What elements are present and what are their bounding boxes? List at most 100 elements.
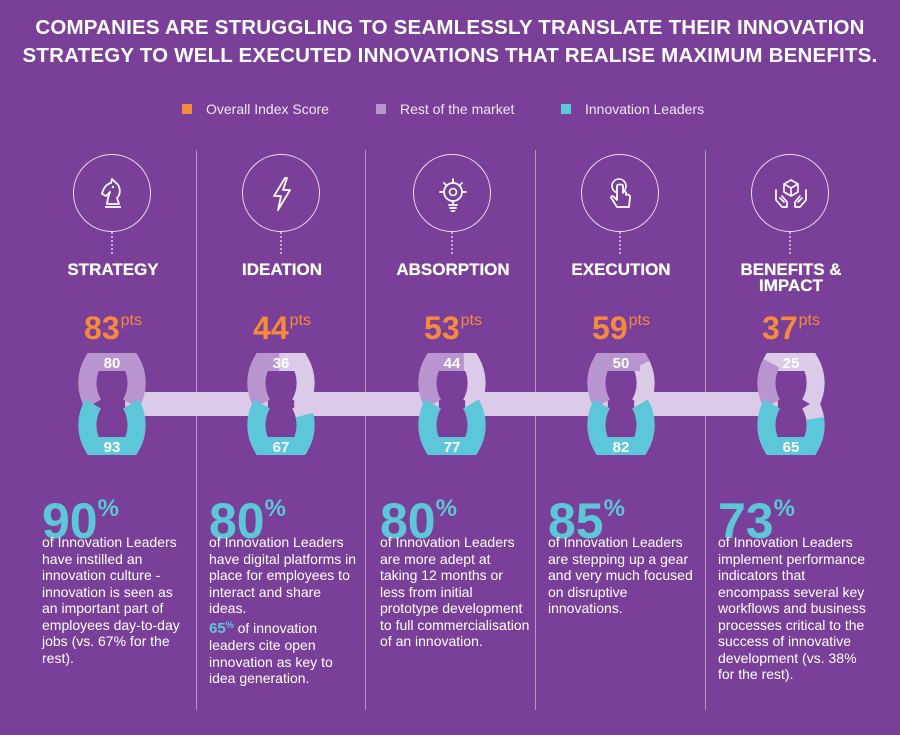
stage-dotted-connector xyxy=(111,232,113,254)
legend-item-overall: Overall Index Score xyxy=(182,101,329,117)
legend-swatch-rest xyxy=(376,104,386,114)
chain-ring: 80 93 xyxy=(78,353,146,456)
chain-ring: 50 82 xyxy=(587,353,655,456)
stage-name: BENEFITS & IMPACT xyxy=(706,260,876,295)
lightning-bolt-icon xyxy=(273,177,291,211)
overall-score-value: 53 xyxy=(424,310,460,346)
legend-label-rest: Rest of the market xyxy=(400,101,515,117)
legend-item-rest: Rest of the market xyxy=(376,101,514,117)
leaders-value-label: 93 xyxy=(104,439,121,456)
key-percentage: 80% xyxy=(209,484,286,546)
touch-hand-icon xyxy=(610,178,631,208)
stage-icon-circle xyxy=(73,154,151,232)
chart-legend: Overall Index Score Rest of the market I… xyxy=(0,101,900,121)
column-divider xyxy=(365,150,366,710)
overall-score: 44pts xyxy=(197,310,367,347)
stage-description: of Innovation Leaders implement performa… xyxy=(718,534,868,683)
stage-description-text: of Innovation Leaders have instilled an … xyxy=(42,534,180,666)
overall-score: 53pts xyxy=(368,310,538,347)
key-percentage-value: 90 xyxy=(42,493,98,549)
stage-name: EXECUTION xyxy=(536,260,706,279)
rest-value-label: 44 xyxy=(444,355,461,372)
percent-sign: % xyxy=(773,495,795,522)
stage-icon-circle xyxy=(413,154,491,232)
percent-sign: % xyxy=(264,495,286,522)
bar-rest-of-market xyxy=(757,353,825,409)
chain-ring: 44 77 xyxy=(418,353,486,456)
stage-name-text: BENEFITS & xyxy=(740,260,842,279)
stage-description: of Innovation Leaders have digital platf… xyxy=(209,534,359,687)
rest-value-label: 50 xyxy=(613,355,630,372)
stage-icon-circle xyxy=(242,154,320,232)
pts-unit: pts xyxy=(289,312,311,329)
stage-name-text: STRATEGY xyxy=(67,260,159,279)
chain-ring: 36 67 xyxy=(247,353,315,456)
bar-innovation-leaders xyxy=(587,399,655,455)
stage-name: IDEATION xyxy=(197,260,367,279)
legend-item-leaders: Innovation Leaders xyxy=(561,101,704,117)
stage-description-text: of Innovation Leaders are more adept at … xyxy=(380,534,530,649)
key-percentage: 85% xyxy=(548,484,625,546)
title-line-2: STRATEGY TO WELL EXECUTED INNOVATIONS TH… xyxy=(22,44,878,67)
extra-stat-value: 65 xyxy=(209,619,226,637)
bar-innovation-leaders xyxy=(78,399,146,455)
overall-score: 37pts xyxy=(706,310,876,347)
legend-swatch-overall xyxy=(182,104,192,114)
percent-sign: % xyxy=(603,495,625,522)
stage-name: ABSORPTION xyxy=(368,260,538,279)
stage-description: of Innovation Leaders are stepping up a … xyxy=(548,534,698,617)
chain-rings: 80 93 36 67 44 77 50 82 25 65 xyxy=(78,353,825,456)
pts-unit: pts xyxy=(798,312,820,329)
rest-value-label: 36 xyxy=(273,355,290,372)
leaders-value-label: 77 xyxy=(444,439,461,456)
stage-description-text: of Innovation Leaders are stepping up a … xyxy=(548,534,693,616)
stage-extra-stat: 65% of innovation leaders cite open inno… xyxy=(209,617,359,687)
overall-score-value: 44 xyxy=(253,310,289,346)
rest-value-label: 80 xyxy=(104,355,121,372)
overall-score-value: 59 xyxy=(592,310,628,346)
key-percentage-value: 80 xyxy=(209,493,265,549)
bar-rest-of-market xyxy=(247,353,315,409)
bar-rest-of-market xyxy=(587,353,655,409)
overall-score-value: 37 xyxy=(762,310,798,346)
overall-score-value: 83 xyxy=(84,310,120,346)
stage-column-benefits-impact: BENEFITS & IMPACT 37pts 73% of Innovation… xyxy=(706,0,876,735)
leaders-value-label: 67 xyxy=(273,439,290,456)
key-percentage: 73% xyxy=(718,484,795,546)
chess-knight-icon xyxy=(101,178,121,208)
key-percentage-value: 73 xyxy=(718,493,774,549)
title-line-1: COMPANIES ARE STRUGGLING TO SEAMLESSLY T… xyxy=(35,16,865,39)
bar-innovation-leaders xyxy=(418,399,486,455)
stage-name-text: ABSORPTION xyxy=(396,260,510,279)
stage-column-ideation: IDEATION 44pts 80% of Innovation Leaders… xyxy=(197,0,367,735)
stage-column-execution: EXECUTION 59pts 85% of Innovation Leader… xyxy=(536,0,706,735)
stage-description-text: of Innovation Leaders implement performa… xyxy=(718,534,866,682)
stage-name-line2: IMPACT xyxy=(759,276,823,295)
legend-swatch-leaders xyxy=(561,104,571,114)
column-divider xyxy=(705,150,706,710)
extra-stat-sign: % xyxy=(225,619,234,630)
lightbulb-gear-icon xyxy=(439,178,467,212)
overall-score: 59pts xyxy=(536,310,706,347)
column-divider xyxy=(196,150,197,710)
stage-name-text: EXECUTION xyxy=(571,260,671,279)
bar-rest-of-market xyxy=(78,353,146,409)
legend-label-overall: Overall Index Score xyxy=(206,101,329,117)
key-percentage: 80% xyxy=(380,484,457,546)
stage-name-text: IDEATION xyxy=(242,260,322,279)
pts-unit: pts xyxy=(120,312,142,329)
column-divider xyxy=(535,150,536,710)
rest-value-label: 25 xyxy=(783,355,800,372)
bar-innovation-leaders xyxy=(757,399,825,455)
stage-description: of Innovation Leaders are more adept at … xyxy=(380,534,530,650)
extra-stat-text: of innovation leaders cite open innovati… xyxy=(209,619,333,687)
percent-sign: % xyxy=(97,495,119,522)
bar-innovation-leaders xyxy=(247,399,315,455)
pts-unit: pts xyxy=(460,312,482,329)
key-percentage-value: 80 xyxy=(380,493,436,549)
bar-rest-of-market xyxy=(418,353,486,409)
chain-ring: 25 65 xyxy=(757,353,825,456)
stage-dotted-connector xyxy=(619,232,621,254)
stage-dotted-connector xyxy=(280,232,282,254)
